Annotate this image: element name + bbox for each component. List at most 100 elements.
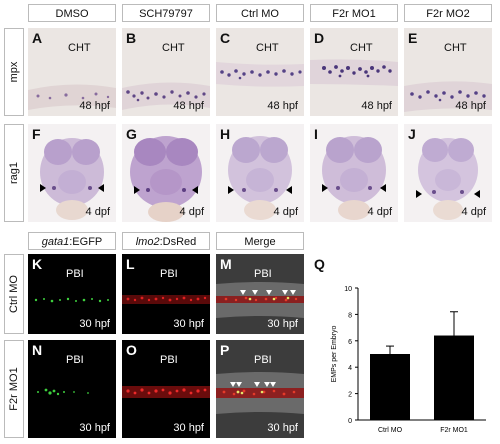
bar-chart: 0 2 4 6 8 10 EMPs per Embryo Ctrl MO F2r MO1: [331, 286, 486, 434]
panel-letter: D: [314, 30, 325, 46]
panel-letter: J: [408, 126, 416, 142]
micrograph-panel: C CHT 48 hpf: [216, 28, 304, 116]
larva-head-image: [40, 138, 104, 220]
stage-label: 48 hpf: [79, 100, 110, 112]
merge-image: [216, 372, 304, 414]
larva-head-image: [130, 136, 202, 222]
stage-label: 30 hpf: [79, 422, 110, 434]
panel-letter: P: [220, 342, 230, 358]
stage-label: 30 hpf: [173, 422, 204, 434]
region-label: CHT: [350, 42, 373, 54]
stage-label: 30 hpf: [267, 318, 298, 330]
panel-letter: C: [220, 30, 231, 46]
region-label: PBI: [66, 268, 84, 280]
region-label: CHT: [68, 42, 91, 54]
header-dmso: DMSO: [28, 4, 116, 22]
panel-letter: K: [32, 256, 43, 272]
x-tick-label: F2r MO1: [440, 427, 468, 434]
y-tick-label: 2: [348, 392, 352, 399]
arrowhead-icon: [40, 184, 46, 192]
row-label-f2r-mo1: F2r MO1: [4, 340, 24, 438]
arrowhead-icon: [134, 186, 140, 194]
larva-head-image: [228, 136, 292, 220]
larva-head-image: [322, 136, 386, 220]
micrograph-panel: F 4 dpf: [28, 124, 116, 222]
arrowhead-icon: [240, 290, 296, 295]
larva-tail-image: [310, 59, 398, 86]
fluorescence-panel: N PBI 30 hpf: [28, 340, 116, 438]
stage-label: 4 dpf: [273, 206, 298, 218]
arrowhead-icon: [322, 184, 328, 192]
bar: [434, 335, 474, 420]
panel-letter: G: [126, 126, 137, 142]
row-label-ctrl-mo: Ctrl MO: [4, 254, 24, 334]
header-gata1-egfp: gata1:EGFP: [28, 232, 116, 250]
larva-head-image: [416, 138, 480, 220]
region-label: PBI: [160, 354, 178, 366]
stage-label: 4 dpf: [85, 206, 110, 218]
region-label: PBI: [160, 268, 178, 280]
header-sch79797: SCH79797: [122, 4, 210, 22]
merge-image: [216, 282, 304, 318]
micrograph-panel: J 4 dpf: [404, 124, 492, 222]
fluorescence-panel: O PBI 30 hpf: [122, 340, 210, 438]
micrograph-panel: D CHT 48 hpf: [310, 28, 398, 116]
region-label: PBI: [66, 354, 84, 366]
micrograph-panel: B CHT 48 hpf: [122, 28, 210, 116]
fluorescence-panel: K PBI 30 hpf: [28, 254, 116, 334]
panel-letter: F: [32, 126, 41, 142]
stage-label: 48 hpf: [267, 100, 298, 112]
region-label: PBI: [254, 354, 272, 366]
micrograph-panel: H 4 dpf: [216, 124, 304, 222]
panel-letter: I: [314, 126, 318, 142]
panel-letter: E: [408, 30, 418, 46]
header-f2r-mo2: F2r MO2: [404, 4, 492, 22]
row-label-rag1: rag1: [4, 124, 24, 222]
y-tick-label: 6: [348, 339, 352, 346]
header-merge: Merge: [216, 232, 304, 250]
stage-label: 30 hpf: [267, 422, 298, 434]
dsred-signal: [122, 386, 210, 398]
panel-letter: L: [126, 256, 135, 272]
arrowhead-icon: [98, 184, 104, 192]
arrowhead-icon: [474, 190, 480, 198]
egfp-signal: [34, 297, 109, 303]
y-tick-label: 8: [348, 312, 352, 319]
y-tick-label: 10: [344, 286, 352, 293]
stage-label: 30 hpf: [79, 318, 110, 330]
merge-panel: P PBI 30 hpf: [216, 340, 304, 438]
region-label: CHT: [162, 42, 185, 54]
arrowhead-icon: [416, 190, 422, 198]
larva-tail-image: [28, 84, 116, 110]
stage-label: 4 dpf: [367, 206, 392, 218]
larva-tail-image: [122, 82, 210, 110]
header-ctrl-mo: Ctrl MO: [216, 4, 304, 22]
y-tick-label: 4: [348, 365, 352, 372]
stage-label: 30 hpf: [173, 318, 204, 330]
dsred-signal: [122, 295, 210, 304]
micrograph-panel: G 4 dpf: [122, 124, 210, 222]
arrowhead-icon: [192, 186, 198, 194]
panel-letter: B: [126, 30, 137, 46]
panel-letter: H: [220, 126, 231, 142]
stage-label: 4 dpf: [179, 206, 204, 218]
stage-label: 48 hpf: [173, 100, 204, 112]
arrowhead-icon: [230, 382, 276, 387]
chart-panel-letter: Q: [314, 256, 325, 272]
larva-tail-image: [216, 62, 304, 87]
region-label: CHT: [256, 42, 279, 54]
panel-letter: M: [220, 256, 232, 272]
arrowhead-icon: [286, 186, 292, 194]
stage-label: 48 hpf: [455, 100, 486, 112]
row-label-mpx: mpx: [4, 28, 24, 116]
fluorescence-panel: L PBI 30 hpf: [122, 254, 210, 334]
micrograph-panel: I 4 dpf: [310, 124, 398, 222]
header-lmo2-dsred: lmo2:DsRed: [122, 232, 210, 250]
panel-letter: A: [32, 30, 43, 46]
larva-tail-image: [404, 81, 492, 112]
stage-label: 48 hpf: [361, 100, 392, 112]
region-label: PBI: [254, 268, 272, 280]
stage-label: 4 dpf: [461, 206, 486, 218]
merge-panel: M PBI 30 hpf: [216, 254, 304, 334]
arrowhead-icon: [228, 186, 234, 194]
